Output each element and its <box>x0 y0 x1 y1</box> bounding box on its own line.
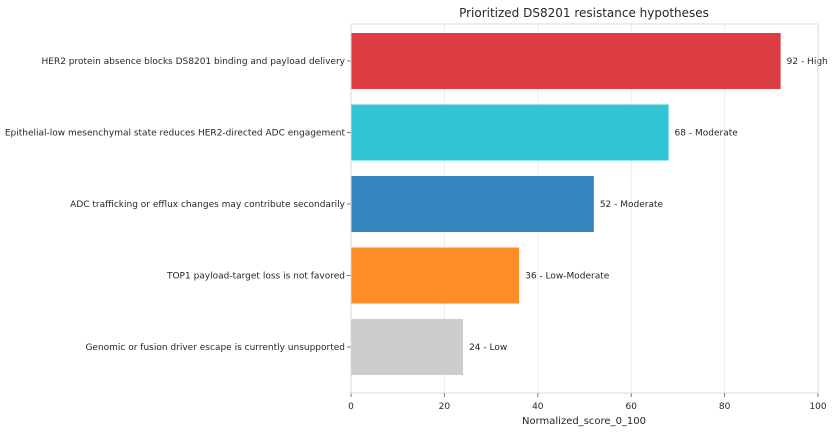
category-label: HER2 protein absence blocks DS8201 bindi… <box>42 57 346 67</box>
bar <box>351 33 781 89</box>
data-label: 24 - Low <box>469 343 507 353</box>
category-label: ADC trafficking or efflux changes may co… <box>70 200 345 210</box>
category-label: TOP1 payload-target loss is not favored <box>166 272 345 282</box>
plot-frame <box>350 23 819 394</box>
x-tick-label: 40 <box>532 402 544 412</box>
data-label: 36 - Low-Moderate <box>525 272 610 282</box>
x-axis-ticks: 0 20 40 60 80 100 <box>348 393 827 412</box>
category-labels: HER2 protein absence blocks DS8201 bindi… <box>5 57 351 353</box>
x-tick-label: 0 <box>348 402 354 412</box>
x-tick-label: 20 <box>439 402 451 412</box>
data-label: 52 - Moderate <box>600 200 664 210</box>
bars <box>351 33 781 375</box>
data-label: 68 - Moderate <box>675 129 739 139</box>
x-axis-label: Normalized_score_0_100 <box>522 416 646 427</box>
bar <box>351 247 520 304</box>
chart-title: Prioritized DS8201 resistance hypotheses <box>459 6 709 20</box>
bar <box>351 176 594 232</box>
x-tick-label: 100 <box>809 402 826 412</box>
bar <box>351 104 669 161</box>
bar <box>351 319 464 375</box>
data-label: 92 - High <box>787 57 828 67</box>
x-tick-label: 80 <box>719 402 731 412</box>
category-label: Genomic or fusion driver escape is curre… <box>85 343 345 353</box>
data-labels: 92 - High 68 - Moderate 52 - Moderate 36 - … <box>469 57 828 353</box>
x-tick-label: 60 <box>625 402 637 412</box>
category-label: Epithelial-low mesenchymal state reduces… <box>5 129 346 139</box>
